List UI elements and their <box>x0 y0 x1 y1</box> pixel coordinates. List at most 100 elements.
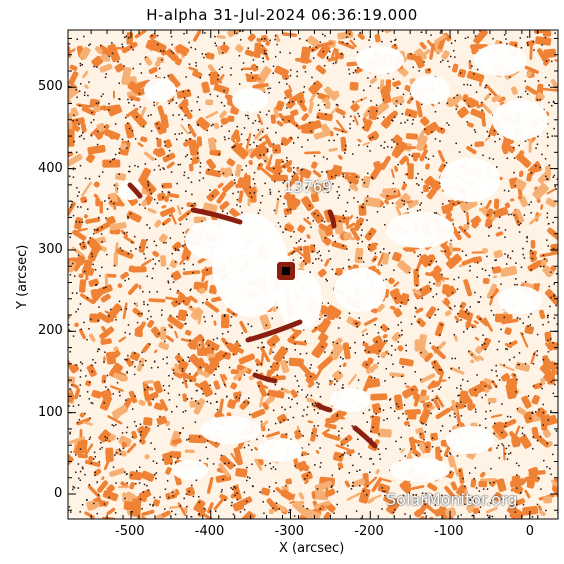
speckle <box>79 164 82 167</box>
speckle <box>339 372 341 374</box>
speckle <box>404 513 406 515</box>
granule <box>362 141 371 146</box>
speckle <box>149 503 151 506</box>
speckle <box>415 177 417 179</box>
speckle <box>213 374 215 376</box>
speckle <box>296 70 298 73</box>
y-tick-label: 500 <box>38 79 63 95</box>
speckle <box>397 87 399 89</box>
speckle <box>372 463 375 465</box>
granule <box>140 426 151 440</box>
speckle <box>289 52 291 54</box>
plot-border <box>67 29 559 520</box>
speckle <box>234 487 237 489</box>
speckle <box>492 380 494 383</box>
speckle <box>262 501 264 503</box>
speckle <box>383 206 385 208</box>
speckle <box>331 485 333 487</box>
speckle <box>177 163 180 166</box>
speckle <box>113 425 115 427</box>
granule <box>285 478 292 485</box>
granule <box>175 57 182 66</box>
speckle <box>105 217 107 219</box>
speckle <box>448 200 450 202</box>
speckle <box>108 496 110 499</box>
granule <box>124 122 131 128</box>
speckle <box>549 467 551 470</box>
granule <box>397 260 412 274</box>
speckle <box>68 175 71 178</box>
speckle <box>511 250 514 252</box>
speckle <box>98 348 101 351</box>
speckle <box>456 94 458 97</box>
granule <box>219 110 227 119</box>
speckle <box>168 399 171 401</box>
speckle <box>361 178 364 181</box>
speckle <box>336 415 338 417</box>
speckle <box>469 499 471 501</box>
speckle <box>535 147 537 149</box>
speckle <box>274 422 277 425</box>
speckle <box>431 437 434 439</box>
speckle <box>300 100 302 103</box>
granule <box>473 320 479 325</box>
speckle <box>247 114 249 117</box>
speckle <box>519 318 521 320</box>
speckle <box>112 466 115 468</box>
speckle <box>103 402 105 404</box>
speckle <box>550 271 552 273</box>
speckle <box>328 50 331 53</box>
speckle <box>268 91 270 94</box>
granule <box>302 245 311 264</box>
granule <box>532 183 549 200</box>
granule <box>322 237 332 246</box>
speckle <box>239 511 242 513</box>
speckle <box>127 37 130 39</box>
speckle <box>146 275 148 278</box>
granule <box>411 152 421 159</box>
speckle <box>189 379 192 382</box>
speckle <box>272 351 274 354</box>
speckle <box>275 482 277 484</box>
speckle <box>289 509 292 511</box>
speckle <box>411 98 413 100</box>
granule <box>81 106 96 116</box>
granule <box>470 478 477 488</box>
speckle <box>370 100 372 102</box>
speckle <box>145 426 147 428</box>
granule <box>310 192 320 203</box>
speckle <box>335 174 337 177</box>
granule <box>363 375 373 392</box>
granule <box>101 325 106 332</box>
granule <box>113 252 119 267</box>
speckle <box>344 152 346 154</box>
speckle <box>98 102 100 104</box>
speckle <box>75 454 77 456</box>
granule <box>540 417 548 431</box>
speckle <box>362 412 365 415</box>
speckle <box>75 151 78 154</box>
speckle <box>289 406 292 408</box>
speckle <box>529 417 531 420</box>
speckle <box>394 508 396 511</box>
speckle <box>117 60 119 63</box>
speckle <box>441 494 443 497</box>
granule <box>287 245 303 256</box>
granule <box>95 284 113 297</box>
speckle <box>421 297 423 300</box>
granule <box>415 99 423 118</box>
speckle <box>223 105 226 107</box>
granule <box>315 449 320 454</box>
granule <box>218 74 225 83</box>
speckle <box>186 505 188 508</box>
speckle <box>203 56 205 59</box>
granule <box>525 475 535 488</box>
granule <box>277 413 288 424</box>
speckle <box>469 269 471 272</box>
speckle <box>479 318 481 320</box>
granule <box>76 103 92 108</box>
speckle <box>82 241 85 244</box>
granule <box>407 413 417 420</box>
speckle <box>70 451 72 453</box>
granule <box>510 86 518 95</box>
